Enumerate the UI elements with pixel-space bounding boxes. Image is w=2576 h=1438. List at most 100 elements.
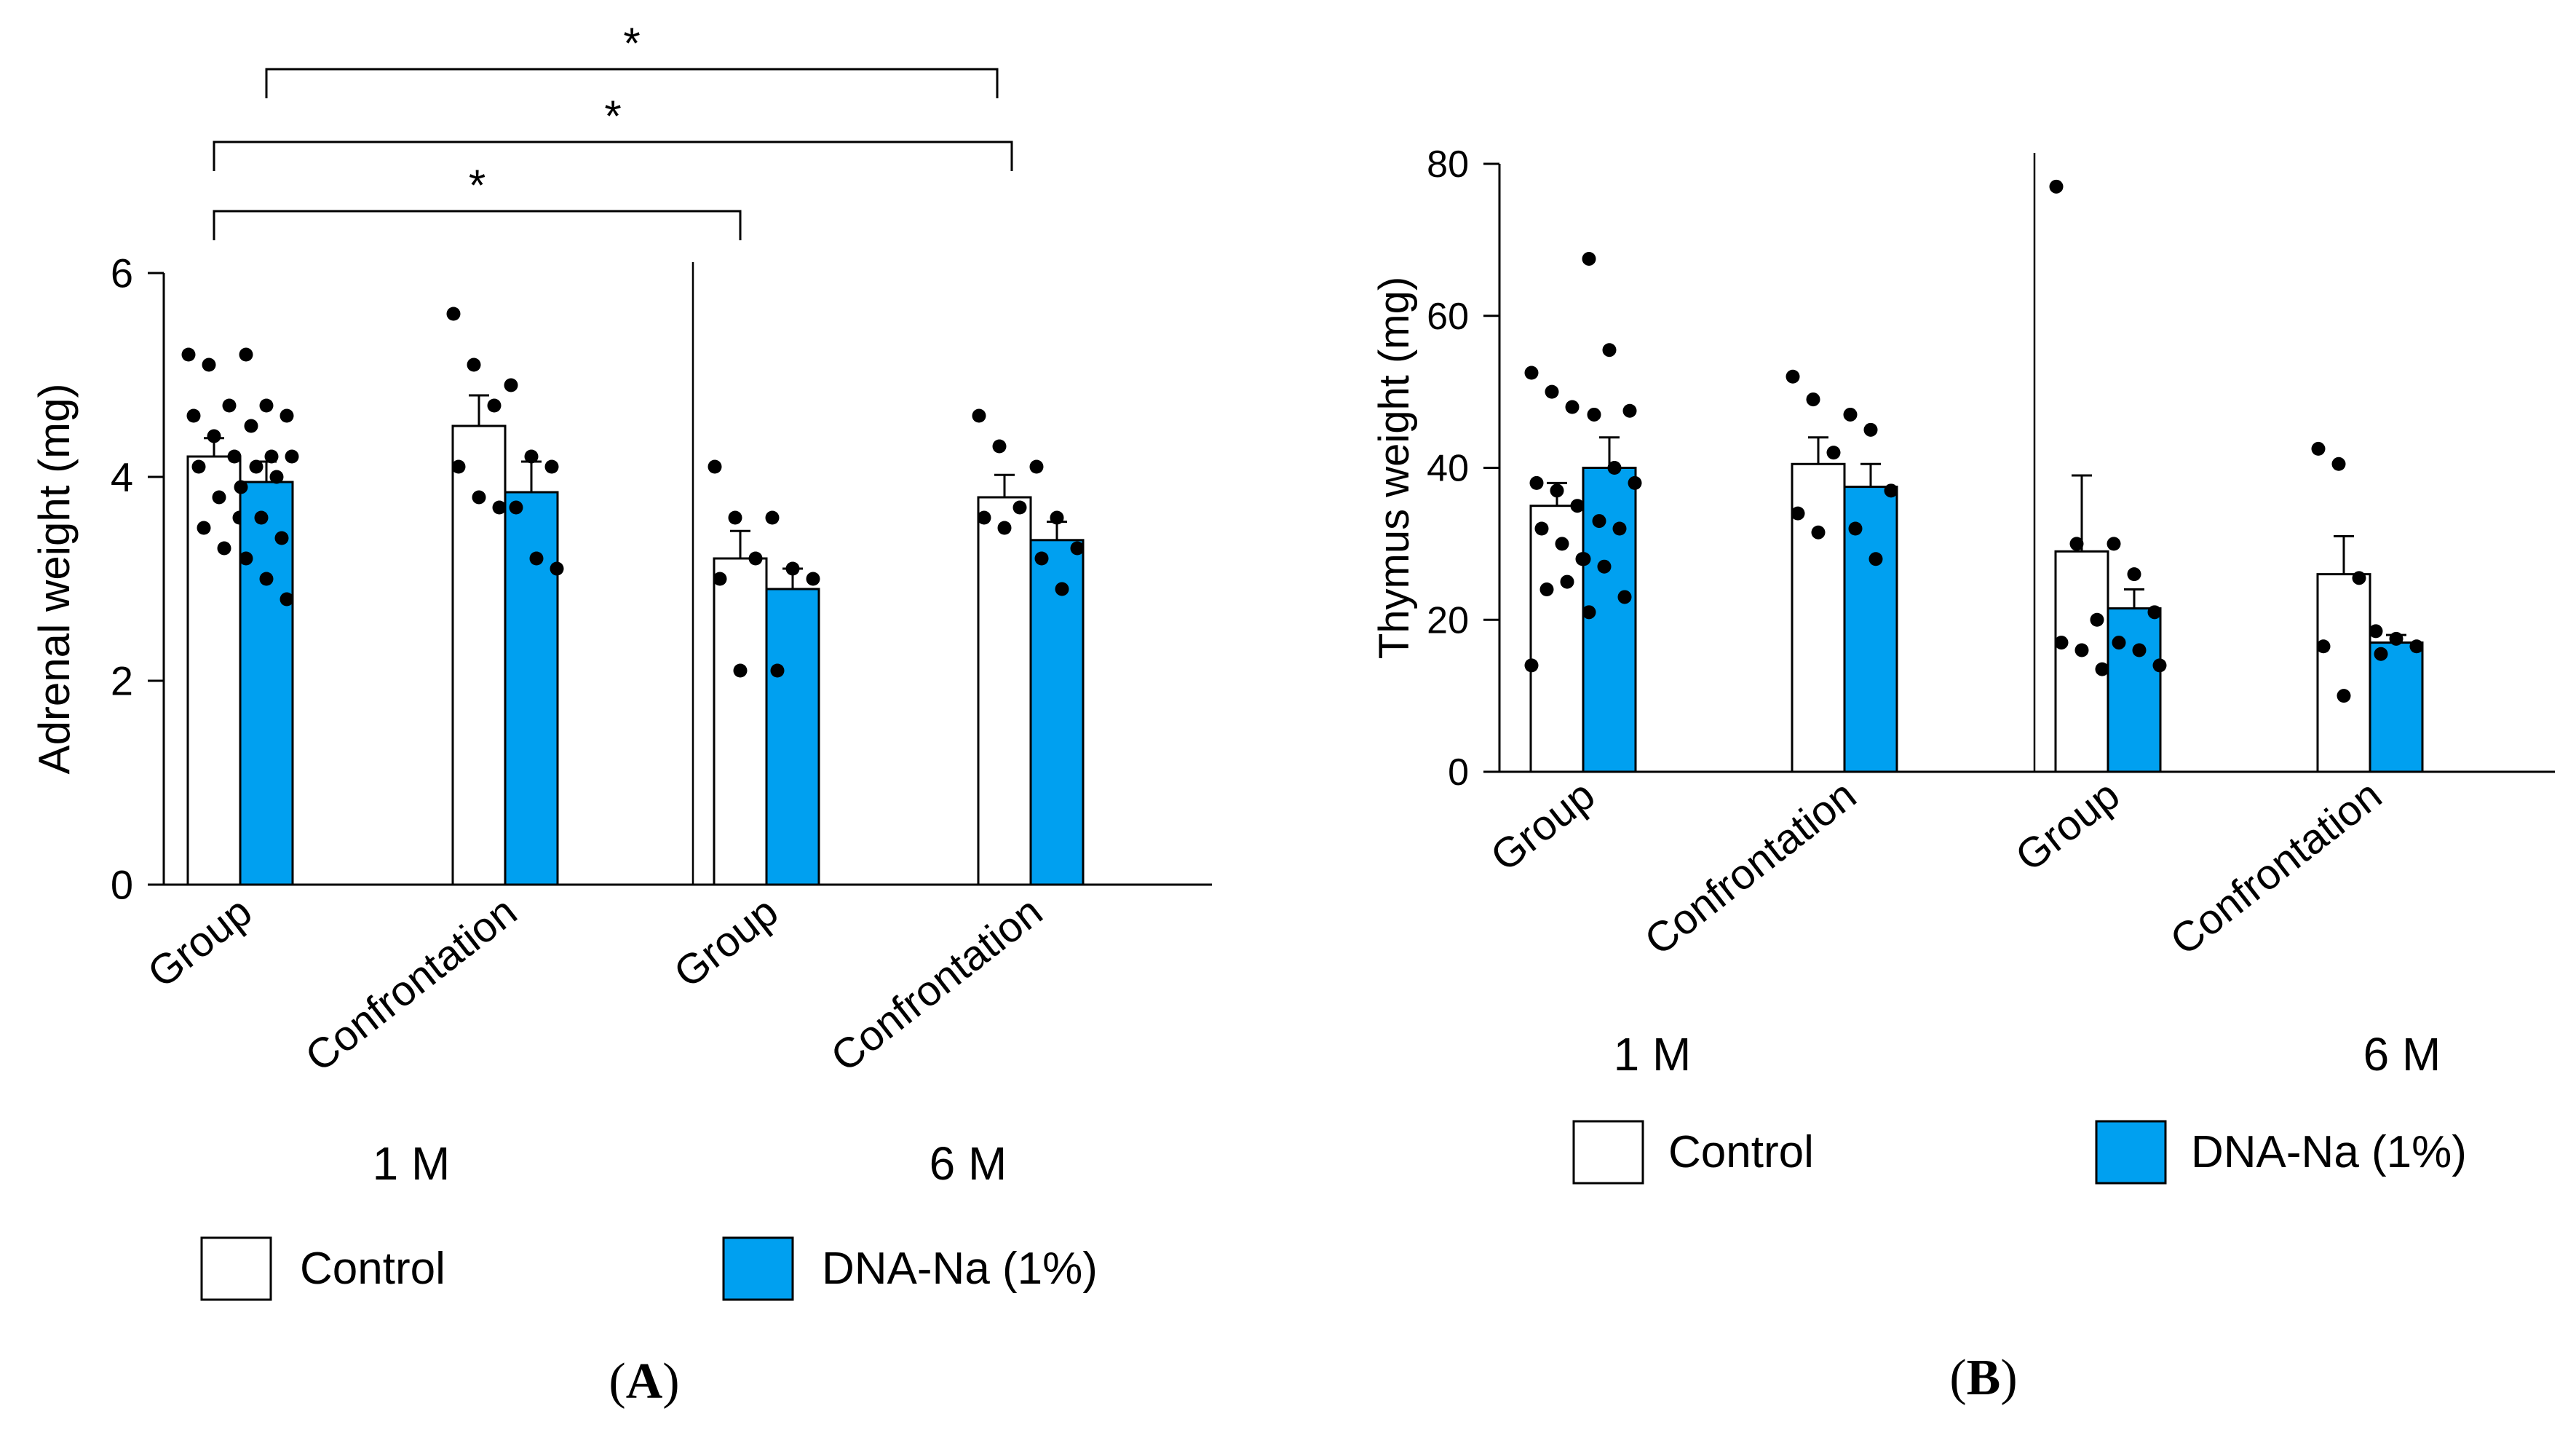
data-point <box>1617 590 1632 604</box>
data-point <box>997 521 1012 535</box>
data-point <box>1607 461 1622 475</box>
category-label: Confrontation <box>2162 771 2390 965</box>
age-label: 6 M <box>930 1137 1007 1190</box>
bar-dna-na <box>2369 641 2424 773</box>
data-point <box>274 531 289 545</box>
age-label: 1 M <box>1614 1028 1692 1081</box>
data-point <box>748 551 763 566</box>
data-point <box>1050 510 1064 525</box>
legend-swatch-dna-na <box>2095 1120 2167 1185</box>
data-point <box>1786 369 1800 384</box>
data-point <box>264 449 279 464</box>
data-point <box>2127 567 2141 582</box>
data-point <box>1602 343 1617 357</box>
data-point <box>1034 551 1049 566</box>
data-point <box>1555 537 1569 551</box>
data-point <box>249 459 263 474</box>
data-point <box>1565 400 1580 414</box>
data-point <box>1029 459 1044 474</box>
data-point <box>1587 407 1601 422</box>
panel-label: (A) <box>609 1354 679 1410</box>
data-point <box>992 439 1007 454</box>
data-point <box>2389 631 2403 646</box>
data-point <box>186 408 201 423</box>
data-point <box>1577 552 1591 566</box>
data-point <box>254 510 269 525</box>
y-tick-label: 6 <box>111 250 133 296</box>
data-point <box>2374 647 2388 661</box>
data-point <box>2054 636 2069 650</box>
bar-control <box>186 455 242 886</box>
bar-dna-na <box>239 481 294 886</box>
data-point <box>181 347 196 362</box>
significance-star: * <box>469 161 486 210</box>
panel-label: (B) <box>1949 1350 2017 1406</box>
data-point <box>529 551 544 566</box>
data-point <box>472 490 486 505</box>
data-point <box>2337 689 2351 703</box>
data-point <box>504 378 518 392</box>
data-point <box>2316 639 2331 654</box>
data-point <box>1570 499 1585 513</box>
data-point <box>708 459 722 474</box>
data-point <box>197 521 211 535</box>
data-point <box>1843 407 1858 422</box>
y-axis-label: Adrenal weight (mg) <box>30 384 79 775</box>
significance-bracket <box>213 141 1013 171</box>
y-tick-label: 80 <box>1427 143 1469 186</box>
data-point <box>222 398 237 413</box>
data-point <box>770 663 785 678</box>
data-point <box>733 663 748 678</box>
age-label: 6 M <box>2363 1028 2441 1081</box>
bar-dna-na <box>504 491 559 886</box>
y-tick-label: 20 <box>1427 599 1469 641</box>
data-point <box>1791 506 1805 521</box>
data-point <box>524 449 539 464</box>
data-point <box>280 408 294 423</box>
data-point <box>191 459 206 474</box>
data-point <box>2409 639 2424 654</box>
data-point <box>728 510 742 525</box>
y-tick-label: 40 <box>1427 448 1469 490</box>
data-point <box>1560 574 1574 589</box>
category-label: Confrontation <box>823 888 1051 1081</box>
legend-label: DNA-Na (1%) <box>822 1244 1098 1294</box>
data-point <box>1806 392 1820 407</box>
data-point <box>259 572 274 586</box>
significance-star: * <box>604 92 621 141</box>
data-point <box>259 398 274 413</box>
data-point <box>239 551 253 566</box>
significance-star: * <box>623 19 640 68</box>
bar-control <box>2054 550 2109 773</box>
data-point <box>806 572 820 586</box>
data-point <box>2311 441 2326 456</box>
data-point <box>1884 483 1898 498</box>
data-point <box>509 500 523 515</box>
data-point <box>1070 541 1085 556</box>
data-point <box>1524 658 1539 673</box>
data-point <box>1534 521 1549 536</box>
data-point <box>446 307 461 321</box>
category-label: Group <box>2007 771 2128 880</box>
data-point <box>1545 384 1559 399</box>
data-point <box>972 408 986 423</box>
significance-bracket <box>213 210 742 240</box>
panel-b-thymus-chart: 0 20 40 60 80 Thymus weight (mg) Group Confront… <box>1371 143 2555 1406</box>
data-point <box>227 449 242 464</box>
age-label: 1 M <box>373 1137 451 1190</box>
data-point <box>1868 552 1883 566</box>
data-point <box>487 398 502 413</box>
panel-a-adrenal-chart: 0 2 4 6 Adrenal weight (mg) Group Confrontatio… <box>30 19 1212 1410</box>
data-point <box>2331 457 2346 471</box>
data-point <box>1550 483 1564 498</box>
data-point <box>234 480 248 494</box>
bar-dna-na <box>1582 467 1637 773</box>
data-point <box>1592 514 1606 529</box>
legend-swatch-control <box>1572 1120 1644 1185</box>
y-axis-label: Thymus weight (mg) <box>1371 277 1418 659</box>
data-point <box>1055 582 1069 596</box>
y-tick-label: 2 <box>111 658 133 704</box>
data-point <box>1628 475 1642 490</box>
data-point <box>269 470 284 484</box>
data-point <box>544 459 559 474</box>
